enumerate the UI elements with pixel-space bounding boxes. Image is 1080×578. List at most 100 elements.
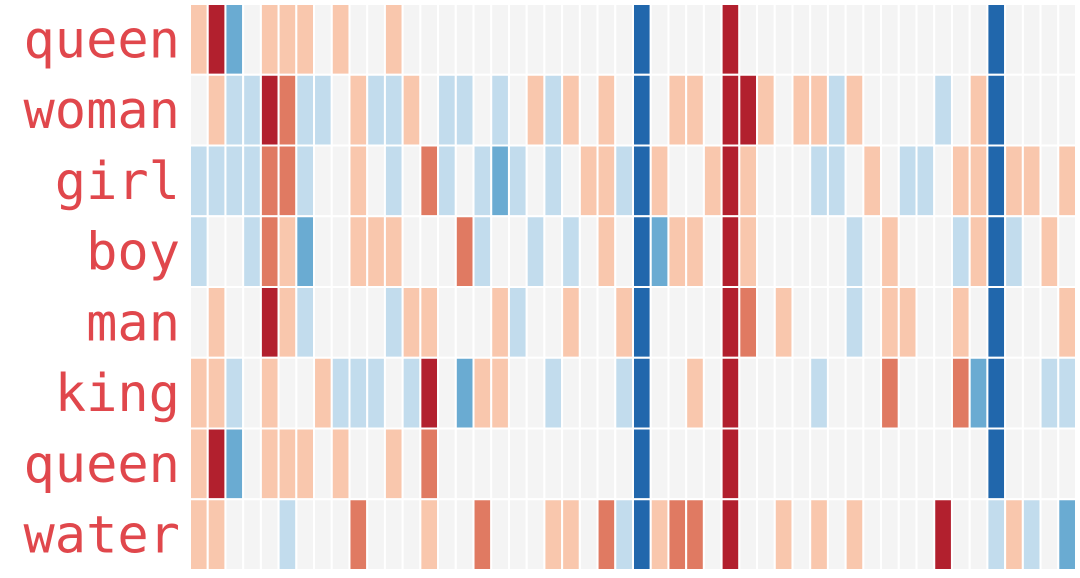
heatmap-cell <box>915 427 936 501</box>
heatmap-cell <box>189 356 209 430</box>
heatmap-cell <box>738 215 759 288</box>
heatmap-cell <box>950 3 971 76</box>
heatmap-cell <box>454 286 475 359</box>
heatmap-cell <box>915 215 936 288</box>
heatmap-cell <box>915 73 936 147</box>
heatmap-cell <box>277 286 298 359</box>
heatmap-cell <box>773 3 794 76</box>
heatmap-cell <box>490 3 510 76</box>
heatmap-cell <box>649 498 670 571</box>
heatmap-cell <box>649 73 670 147</box>
heatmap-cell <box>561 73 581 147</box>
heatmap-cell <box>189 3 209 76</box>
heatmap-cell <box>189 286 209 359</box>
heatmap-cell <box>1039 427 1060 501</box>
heatmap-cell <box>596 498 617 571</box>
heatmap-cell <box>277 144 298 218</box>
heatmap-cell <box>596 3 617 76</box>
heatmap-cell <box>437 498 457 571</box>
heatmap-cell <box>773 498 794 571</box>
heatmap-cell <box>968 73 989 147</box>
heatmap-cell <box>578 215 599 288</box>
heatmap-cells <box>189 3 1078 571</box>
heatmap-cell <box>525 498 546 571</box>
heatmap-cell <box>773 215 794 288</box>
heatmap-cell <box>596 215 617 288</box>
heatmap-cell <box>259 286 280 359</box>
heatmap-cell <box>844 215 865 288</box>
heatmap-cell <box>933 215 953 288</box>
heatmap-cell <box>773 144 794 218</box>
heatmap-cell <box>295 498 316 571</box>
heatmap-cell <box>667 215 688 288</box>
heatmap-cell <box>986 73 1007 147</box>
heatmap-cell <box>507 356 528 430</box>
heatmap-cell <box>809 144 829 218</box>
heatmap-cell <box>206 73 227 147</box>
heatmap-cell <box>632 3 652 76</box>
heatmap-cell <box>649 144 670 218</box>
heatmap-cell <box>702 215 723 288</box>
heatmap-cell <box>242 498 262 571</box>
heatmap-cell <box>330 73 351 147</box>
heatmap-cell <box>490 286 510 359</box>
heatmap-cell <box>313 498 333 571</box>
heatmap-cell <box>189 73 209 147</box>
heatmap-cell <box>685 215 705 288</box>
heatmap-cell <box>206 144 227 218</box>
heatmap-cell <box>968 286 989 359</box>
heatmap-cell <box>933 356 953 430</box>
heatmap-cell <box>313 73 333 147</box>
heatmap-cell <box>950 73 971 147</box>
heatmap-cell <box>632 427 652 501</box>
heatmap-cell <box>189 215 209 288</box>
heatmap-cell <box>525 286 546 359</box>
heatmap-cell <box>259 427 280 501</box>
heatmap-cell <box>224 498 245 571</box>
heatmap-cell <box>596 356 617 430</box>
heatmap-cell <box>401 498 422 571</box>
heatmap-cell <box>454 356 475 430</box>
heatmap-cell <box>578 286 599 359</box>
heatmap-cell <box>437 286 457 359</box>
heatmap-cell <box>525 215 546 288</box>
heatmap-cell <box>667 3 688 76</box>
heatmap-cell <box>383 356 404 430</box>
heatmap-cell <box>401 144 422 218</box>
heatmap-cell <box>632 215 652 288</box>
heatmap-cell <box>561 286 581 359</box>
heatmap-cell <box>826 215 847 288</box>
heatmap-cell <box>1039 356 1060 430</box>
heatmap-cell <box>366 73 386 147</box>
heatmap-cell <box>756 286 776 359</box>
heatmap-cell <box>720 215 741 288</box>
heatmap-cell <box>880 356 900 430</box>
heatmap-cell <box>897 3 918 76</box>
heatmap-cell <box>773 73 794 147</box>
heatmap-cell <box>632 498 652 571</box>
heatmap-cell <box>862 215 883 288</box>
heatmap-cell <box>702 144 723 218</box>
heatmap-cell <box>720 73 741 147</box>
heatmap-cell <box>419 215 440 288</box>
heatmap-cell <box>578 498 599 571</box>
heatmap-cell <box>1004 3 1024 76</box>
heatmap-cell <box>224 3 245 76</box>
heatmap-cell <box>773 356 794 430</box>
heatmap-cell <box>685 3 705 76</box>
heatmap-cell <box>614 427 635 501</box>
heatmap-cell <box>383 215 404 288</box>
heatmap-cell <box>968 144 989 218</box>
heatmap-cell <box>330 286 351 359</box>
heatmap-cell <box>419 427 440 501</box>
heatmap-cell <box>348 356 369 430</box>
heatmap-cell <box>933 144 953 218</box>
heatmap-cell <box>986 215 1007 288</box>
heatmap-cell <box>720 356 741 430</box>
heatmap-cell <box>295 286 316 359</box>
heatmap-cell <box>507 3 528 76</box>
heatmap-cell <box>259 73 280 147</box>
heatmap-cell <box>242 427 262 501</box>
heatmap-cell <box>809 498 829 571</box>
heatmap-cell <box>543 215 564 288</box>
